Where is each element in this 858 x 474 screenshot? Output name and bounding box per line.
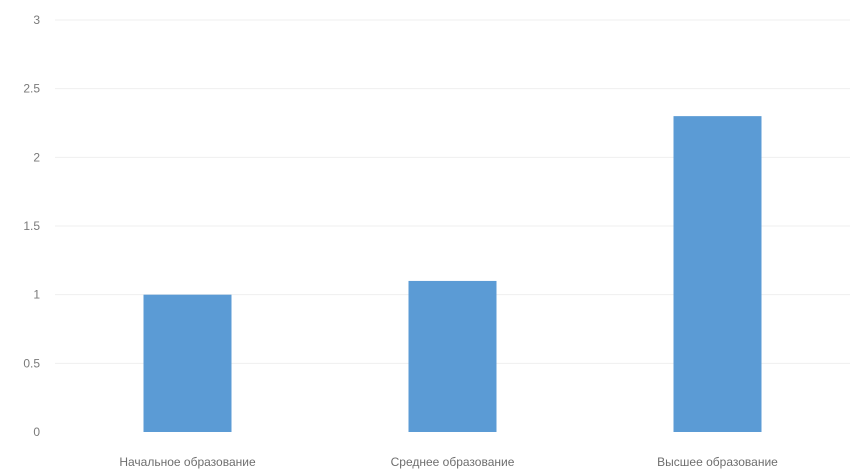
- y-tick-label: 1.5: [23, 219, 40, 233]
- bars: [143, 116, 762, 432]
- y-axis: 0 0.5 1 1.5 2 2.5 3: [23, 13, 40, 439]
- y-tick-label: 2: [33, 150, 40, 164]
- x-category-label: Среднее образование: [391, 455, 515, 469]
- x-category-label: Начальное образование: [119, 455, 256, 469]
- x-category-label: Высшее образование: [657, 455, 778, 469]
- bar: [408, 280, 497, 432]
- y-tick-label: 3: [33, 13, 40, 27]
- bar: [673, 116, 762, 432]
- x-axis: Начальное образование Среднее образование…: [119, 455, 778, 469]
- y-tick-label: 0: [33, 425, 40, 439]
- bar: [143, 294, 232, 432]
- y-tick-label: 0.5: [23, 356, 40, 370]
- y-tick-label: 2.5: [23, 82, 40, 96]
- y-tick-label: 1: [33, 288, 40, 302]
